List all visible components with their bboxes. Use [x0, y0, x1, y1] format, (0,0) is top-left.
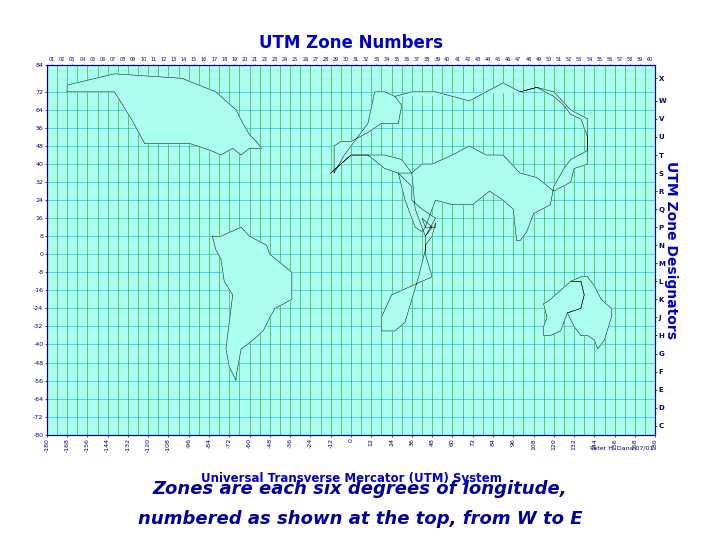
Polygon shape — [212, 227, 292, 381]
X-axis label: Universal Transverse Mercator (UTM) System: Universal Transverse Mercator (UTM) Syst… — [201, 472, 501, 485]
Polygon shape — [544, 281, 584, 335]
Polygon shape — [334, 92, 402, 173]
Y-axis label: UTM Zone Designators: UTM Zone Designators — [664, 161, 678, 339]
Text: Peter H. Dana 07/01: Peter H. Dana 07/01 — [590, 446, 654, 450]
Text: numbered as shown at the top, from W to E: numbered as shown at the top, from W to … — [138, 510, 582, 529]
Polygon shape — [567, 277, 611, 349]
Polygon shape — [330, 155, 436, 331]
Text: Zones are each six degrees of longitude,: Zones are each six degrees of longitude, — [153, 480, 567, 498]
Polygon shape — [395, 83, 588, 241]
Title: UTM Zone Numbers: UTM Zone Numbers — [259, 34, 443, 52]
Polygon shape — [67, 74, 261, 155]
